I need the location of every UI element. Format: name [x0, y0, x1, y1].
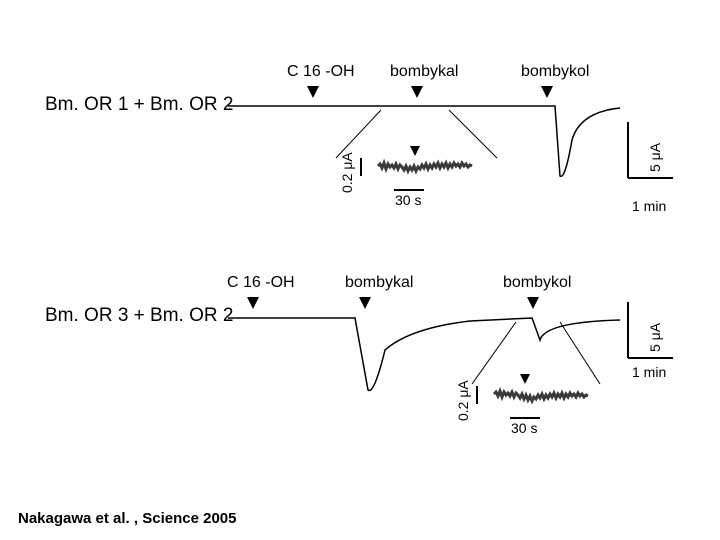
- trace-2: [0, 0, 720, 540]
- citation: Nakagawa et al. , Science 2005: [18, 510, 236, 527]
- scale-time-label-2: 1 min: [632, 364, 666, 380]
- inset-current-label-2: 0.2 μA: [455, 380, 471, 421]
- arrowhead-icon: [520, 374, 530, 384]
- inset-time-label-2: 30 s: [511, 420, 537, 436]
- scale-current-label-2: 5 μA: [647, 323, 663, 352]
